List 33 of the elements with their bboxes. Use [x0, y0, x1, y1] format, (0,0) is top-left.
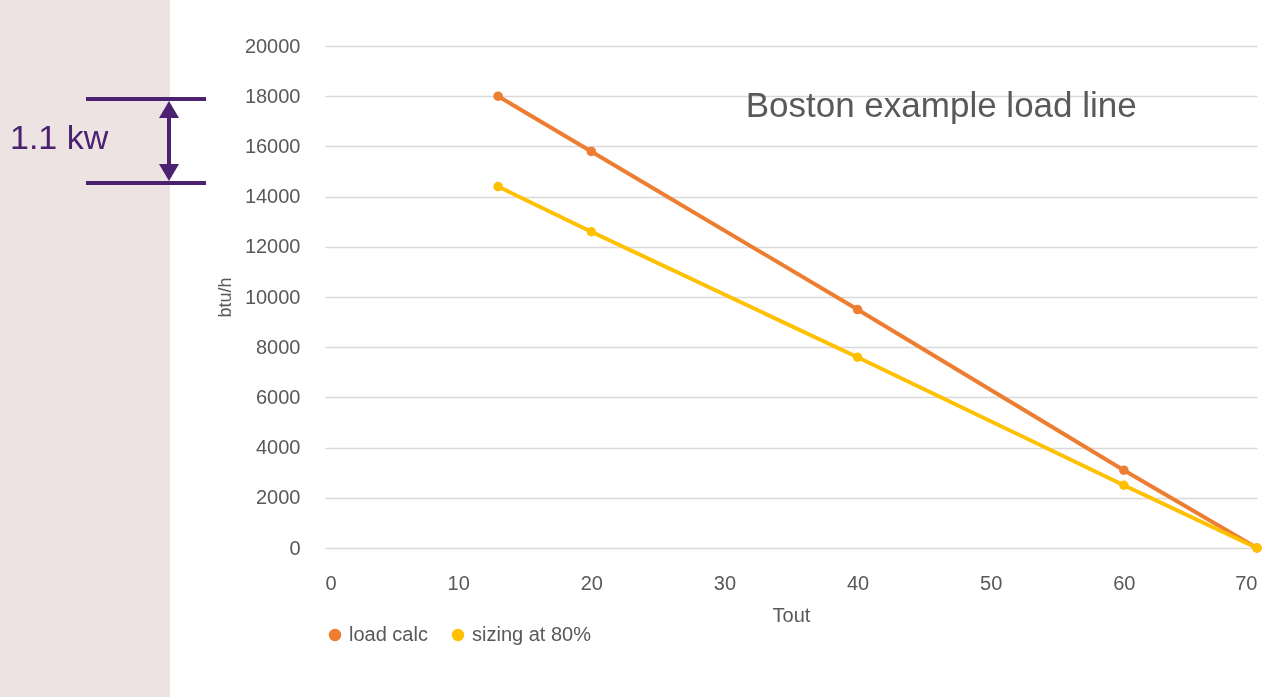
point	[493, 181, 503, 192]
y-tick-label: 6000	[256, 385, 301, 408]
y-tick-label: 4000	[256, 436, 301, 459]
x-tick-label: 40	[846, 571, 870, 594]
y-tick-label: 2000	[256, 486, 301, 509]
point	[852, 352, 863, 362]
legend-label: sizing at 80%	[472, 623, 592, 645]
y-tick-label: 0	[289, 536, 301, 559]
y-tick-label: 20000	[244, 34, 301, 57]
legend-label: load calc	[349, 623, 428, 645]
x-tick-label: 60	[1113, 571, 1136, 594]
point	[1119, 465, 1129, 475]
y-axis-title: btu/h	[214, 277, 235, 318]
point	[493, 91, 503, 101]
point	[852, 304, 863, 315]
point	[586, 227, 597, 237]
text: Boston example load line	[745, 85, 1137, 124]
y-tick-label: 14000	[244, 185, 301, 208]
x-tick-label: 0	[325, 571, 337, 594]
x-tick-label: 50	[980, 571, 1003, 594]
y-tick-label: 8000	[256, 335, 301, 358]
y-tick-label: 16000	[244, 134, 301, 157]
y-tick-label: 10000	[244, 285, 301, 308]
x-tick-label: 10	[447, 571, 470, 594]
x-tick-label: 20	[580, 571, 603, 594]
y-tick-label: 12000	[244, 235, 301, 258]
x-tick-label: 30	[713, 571, 737, 594]
point	[1119, 480, 1129, 490]
x-axis-title: Tout	[772, 603, 811, 626]
x-tick-label: 70	[1235, 571, 1258, 594]
y-tick-label: 18000	[244, 84, 301, 107]
point	[586, 146, 597, 157]
text: 1.1 kw	[10, 118, 109, 156]
